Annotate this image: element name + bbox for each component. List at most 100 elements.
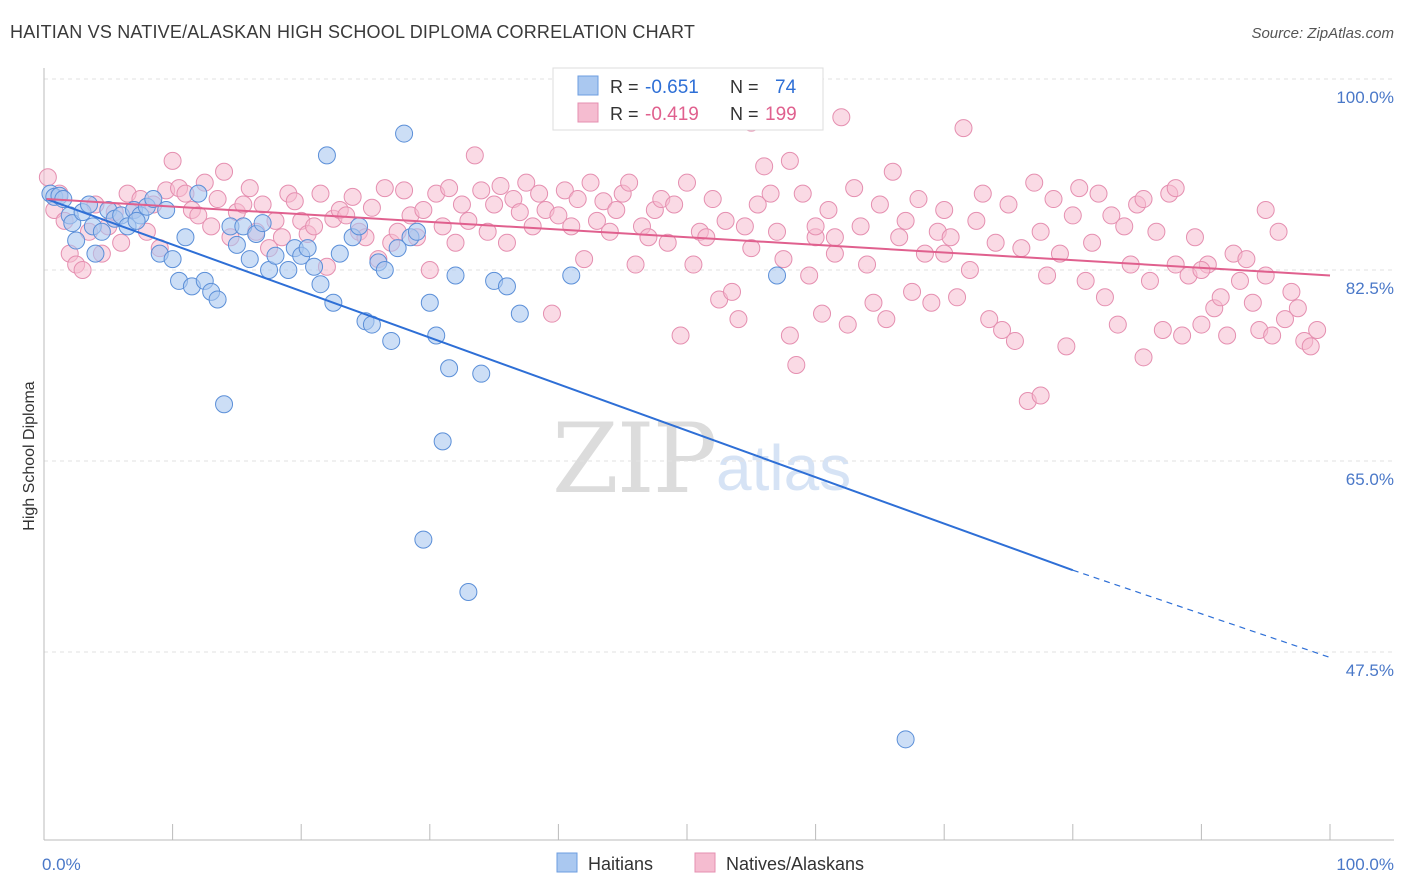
- watermark-zip: ZIP: [552, 403, 715, 515]
- native-alaskan-point: [1192, 315, 1211, 334]
- haitian-point: [768, 266, 787, 285]
- native-alaskan-point: [1153, 321, 1172, 340]
- native-alaskan-point: [472, 181, 491, 200]
- haitian-point: [420, 293, 439, 312]
- legend-blue-n-label: N =: [730, 77, 759, 97]
- haitian-point: [266, 246, 285, 265]
- native-alaskan-point: [272, 228, 291, 247]
- haitian-point: [305, 257, 324, 276]
- chart-source: Source: ZipAtlas.com: [1251, 25, 1394, 42]
- native-alaskan-point: [973, 184, 992, 203]
- native-alaskan-point: [780, 326, 799, 345]
- native-alaskan-point: [1108, 315, 1127, 334]
- native-alaskan-point: [1218, 326, 1237, 345]
- haitian-point: [317, 146, 336, 165]
- native-alaskan-point: [735, 217, 754, 236]
- legend-pink-r-label: R =: [610, 104, 639, 124]
- haitians-points: [41, 124, 915, 749]
- native-alaskan-point: [1275, 310, 1294, 329]
- haitian-point: [127, 211, 146, 230]
- native-alaskan-point: [1044, 190, 1063, 209]
- native-alaskan-point: [73, 261, 92, 279]
- haitian-point: [208, 290, 227, 309]
- native-alaskan-point: [851, 217, 870, 236]
- native-alaskan-point: [1038, 266, 1057, 285]
- haitian-point: [510, 304, 529, 323]
- native-alaskan-point: [716, 211, 735, 230]
- haitian-point: [440, 359, 459, 378]
- native-alaskan-point: [1192, 261, 1211, 279]
- haitian-point: [433, 432, 452, 451]
- haitian-point: [497, 277, 516, 296]
- native-alaskan-point: [768, 222, 787, 241]
- native-alaskan-point: [1083, 233, 1102, 252]
- native-alaskan-point: [858, 255, 877, 274]
- native-alaskan-point: [922, 293, 941, 312]
- native-alaskan-point: [793, 184, 812, 203]
- native-alaskan-point: [761, 184, 780, 203]
- legend-pink-r-value: -0.419: [645, 104, 699, 125]
- native-alaskan-point: [1166, 255, 1185, 274]
- native-alaskan-point: [626, 255, 645, 274]
- native-alaskan-point: [189, 206, 208, 225]
- native-alaskan-point: [665, 195, 684, 214]
- native-alaskan-point: [1230, 271, 1249, 290]
- native-alaskan-point: [1012, 239, 1031, 258]
- native-alaskan-point: [234, 195, 253, 214]
- native-alaskan-point: [1140, 271, 1159, 290]
- native-alaskan-point: [1057, 337, 1076, 356]
- native-alaskan-point: [813, 304, 832, 323]
- native-alaskan-point: [1050, 244, 1069, 263]
- haitian-point: [227, 235, 246, 254]
- haitian-point: [395, 124, 414, 143]
- haitian-point: [472, 364, 491, 383]
- native-alaskan-point: [999, 195, 1018, 214]
- haitian-point: [427, 326, 446, 345]
- native-alaskan-point: [343, 187, 362, 206]
- legend-blue-r-label: R =: [610, 77, 639, 97]
- native-alaskan-point: [1063, 206, 1082, 225]
- native-alaskan-point: [729, 310, 748, 329]
- native-alaskan-point: [678, 173, 696, 192]
- native-alaskan-point: [163, 151, 182, 170]
- trend-lines: [46, 198, 1331, 659]
- haitian-point: [215, 395, 234, 414]
- haitian-point: [86, 244, 105, 263]
- native-alaskan-point: [485, 195, 504, 214]
- native-alaskan-point: [587, 211, 606, 230]
- x-tick-label-min: 0.0%: [42, 855, 81, 874]
- haitian-point: [176, 228, 195, 247]
- native-alaskan-point: [948, 288, 967, 307]
- native-alaskan-point: [568, 190, 587, 209]
- native-alaskan-point: [395, 181, 414, 200]
- native-alaskan-point: [703, 190, 722, 209]
- native-alaskan-point: [883, 162, 902, 181]
- haitian-point: [562, 266, 581, 285]
- native-alaskan-point: [1134, 348, 1153, 367]
- native-alaskan-point: [684, 255, 703, 274]
- watermark-atlas: atlas: [716, 432, 851, 504]
- native-alaskan-point: [575, 250, 594, 269]
- native-alaskan-point: [549, 206, 568, 225]
- native-alaskan-point: [478, 222, 497, 241]
- native-alaskan-point: [1031, 386, 1050, 405]
- native-alaskan-point: [1102, 206, 1121, 225]
- native-alaskan-point: [723, 282, 742, 301]
- native-alaskan-point: [285, 192, 304, 211]
- native-alaskan-point: [774, 250, 793, 269]
- chart-title: HAITIAN VS NATIVE/ALASKAN HIGH SCHOOL DI…: [10, 22, 695, 42]
- native-alaskan-point: [497, 233, 516, 252]
- native-alaskan-point: [845, 179, 864, 198]
- native-alaskan-point: [838, 315, 857, 334]
- native-alaskan-point: [112, 233, 131, 252]
- bottom-legend-natives-alaskans: Natives/Alaskans: [726, 854, 864, 874]
- native-alaskan-point: [452, 195, 471, 214]
- native-alaskan-point: [877, 310, 896, 329]
- native-alaskan-point: [208, 190, 227, 209]
- legend-swatch-blue: [577, 75, 599, 96]
- haitian-point: [163, 250, 182, 269]
- native-alaskan-point: [1211, 288, 1230, 307]
- haitian-point: [388, 239, 407, 258]
- native-alaskan-point: [581, 173, 600, 192]
